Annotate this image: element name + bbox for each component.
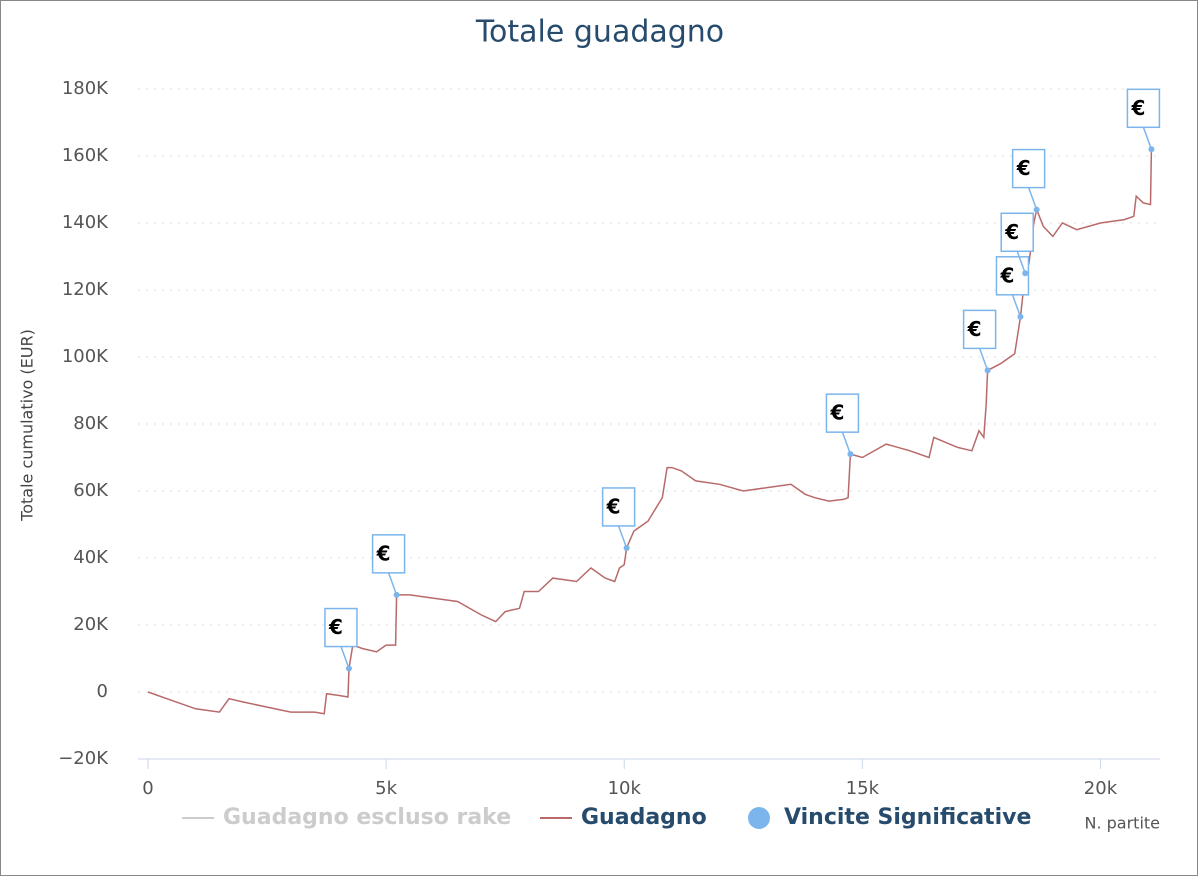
significant-win-point xyxy=(393,591,400,598)
y-tick-label: 0 xyxy=(97,681,108,702)
significant-win-point xyxy=(1033,206,1040,213)
flag-connector xyxy=(1027,187,1038,210)
flag-connector xyxy=(387,572,398,596)
flag-connector xyxy=(1011,294,1022,318)
legend-label[interactable]: Guadagno escluso rake xyxy=(223,805,511,830)
y-axis-title: Totale cumulativo (EUR) xyxy=(18,329,37,522)
x-tick-label: 20k xyxy=(1084,778,1118,799)
x-tick-label: 15k xyxy=(846,778,880,799)
flag-connector xyxy=(1016,250,1026,274)
flag-connector xyxy=(1142,127,1153,150)
legend-symbol xyxy=(748,807,770,829)
significant-win-point xyxy=(1022,270,1029,277)
flag-label: € xyxy=(829,401,844,425)
flag-box xyxy=(1126,88,1161,129)
flag-box xyxy=(601,487,636,527)
flag-connector xyxy=(617,525,628,549)
x-tick-label: 5k xyxy=(375,778,397,799)
flag-connector xyxy=(978,348,989,371)
flag-box xyxy=(1000,212,1034,252)
flag-label: € xyxy=(1000,263,1015,287)
flag-box xyxy=(1011,148,1046,189)
flag-connector xyxy=(340,646,350,669)
y-tick-label: 20K xyxy=(73,614,109,635)
y-tick-label: 140K xyxy=(62,212,109,233)
flag-label: € xyxy=(967,317,982,341)
significant-win-point xyxy=(623,544,630,551)
flag-label: € xyxy=(376,541,391,565)
flag-label: € xyxy=(328,615,343,639)
y-tick-label: 100K xyxy=(62,346,109,367)
flag-box xyxy=(825,393,860,433)
significant-win-point xyxy=(984,367,991,374)
significant-win-point xyxy=(345,665,352,672)
x-tick-label: 0 xyxy=(142,778,153,799)
y-tick-label: 180K xyxy=(62,78,109,99)
flag-label: € xyxy=(1130,96,1145,120)
significant-win-point xyxy=(1148,146,1155,153)
flag-box xyxy=(371,534,406,574)
flag-connector xyxy=(841,431,852,455)
legend-label[interactable]: Vincite Significative xyxy=(784,805,1031,830)
significant-win-point xyxy=(847,451,854,458)
legend-label[interactable]: Guadagno xyxy=(581,805,707,830)
y-tick-label: 160K xyxy=(62,145,109,166)
y-tick-label: 60K xyxy=(73,480,109,501)
chart-title: Totale guadagno xyxy=(475,15,724,50)
y-tick-label: 40K xyxy=(73,547,109,568)
y-tick-label: 120K xyxy=(62,279,109,300)
flag-box xyxy=(995,256,1030,296)
x-axis-title: N. partite xyxy=(1084,814,1160,833)
flag-box xyxy=(962,309,997,350)
x-tick-label: 10k xyxy=(608,778,642,799)
flag-label: € xyxy=(1004,220,1019,244)
significant-win-point xyxy=(1017,313,1024,320)
y-tick-label: 80K xyxy=(73,413,109,434)
flag-box xyxy=(324,607,358,648)
flag-label: € xyxy=(1016,156,1031,180)
flag-label: € xyxy=(606,494,621,518)
y-tick-label: −20K xyxy=(58,748,109,769)
